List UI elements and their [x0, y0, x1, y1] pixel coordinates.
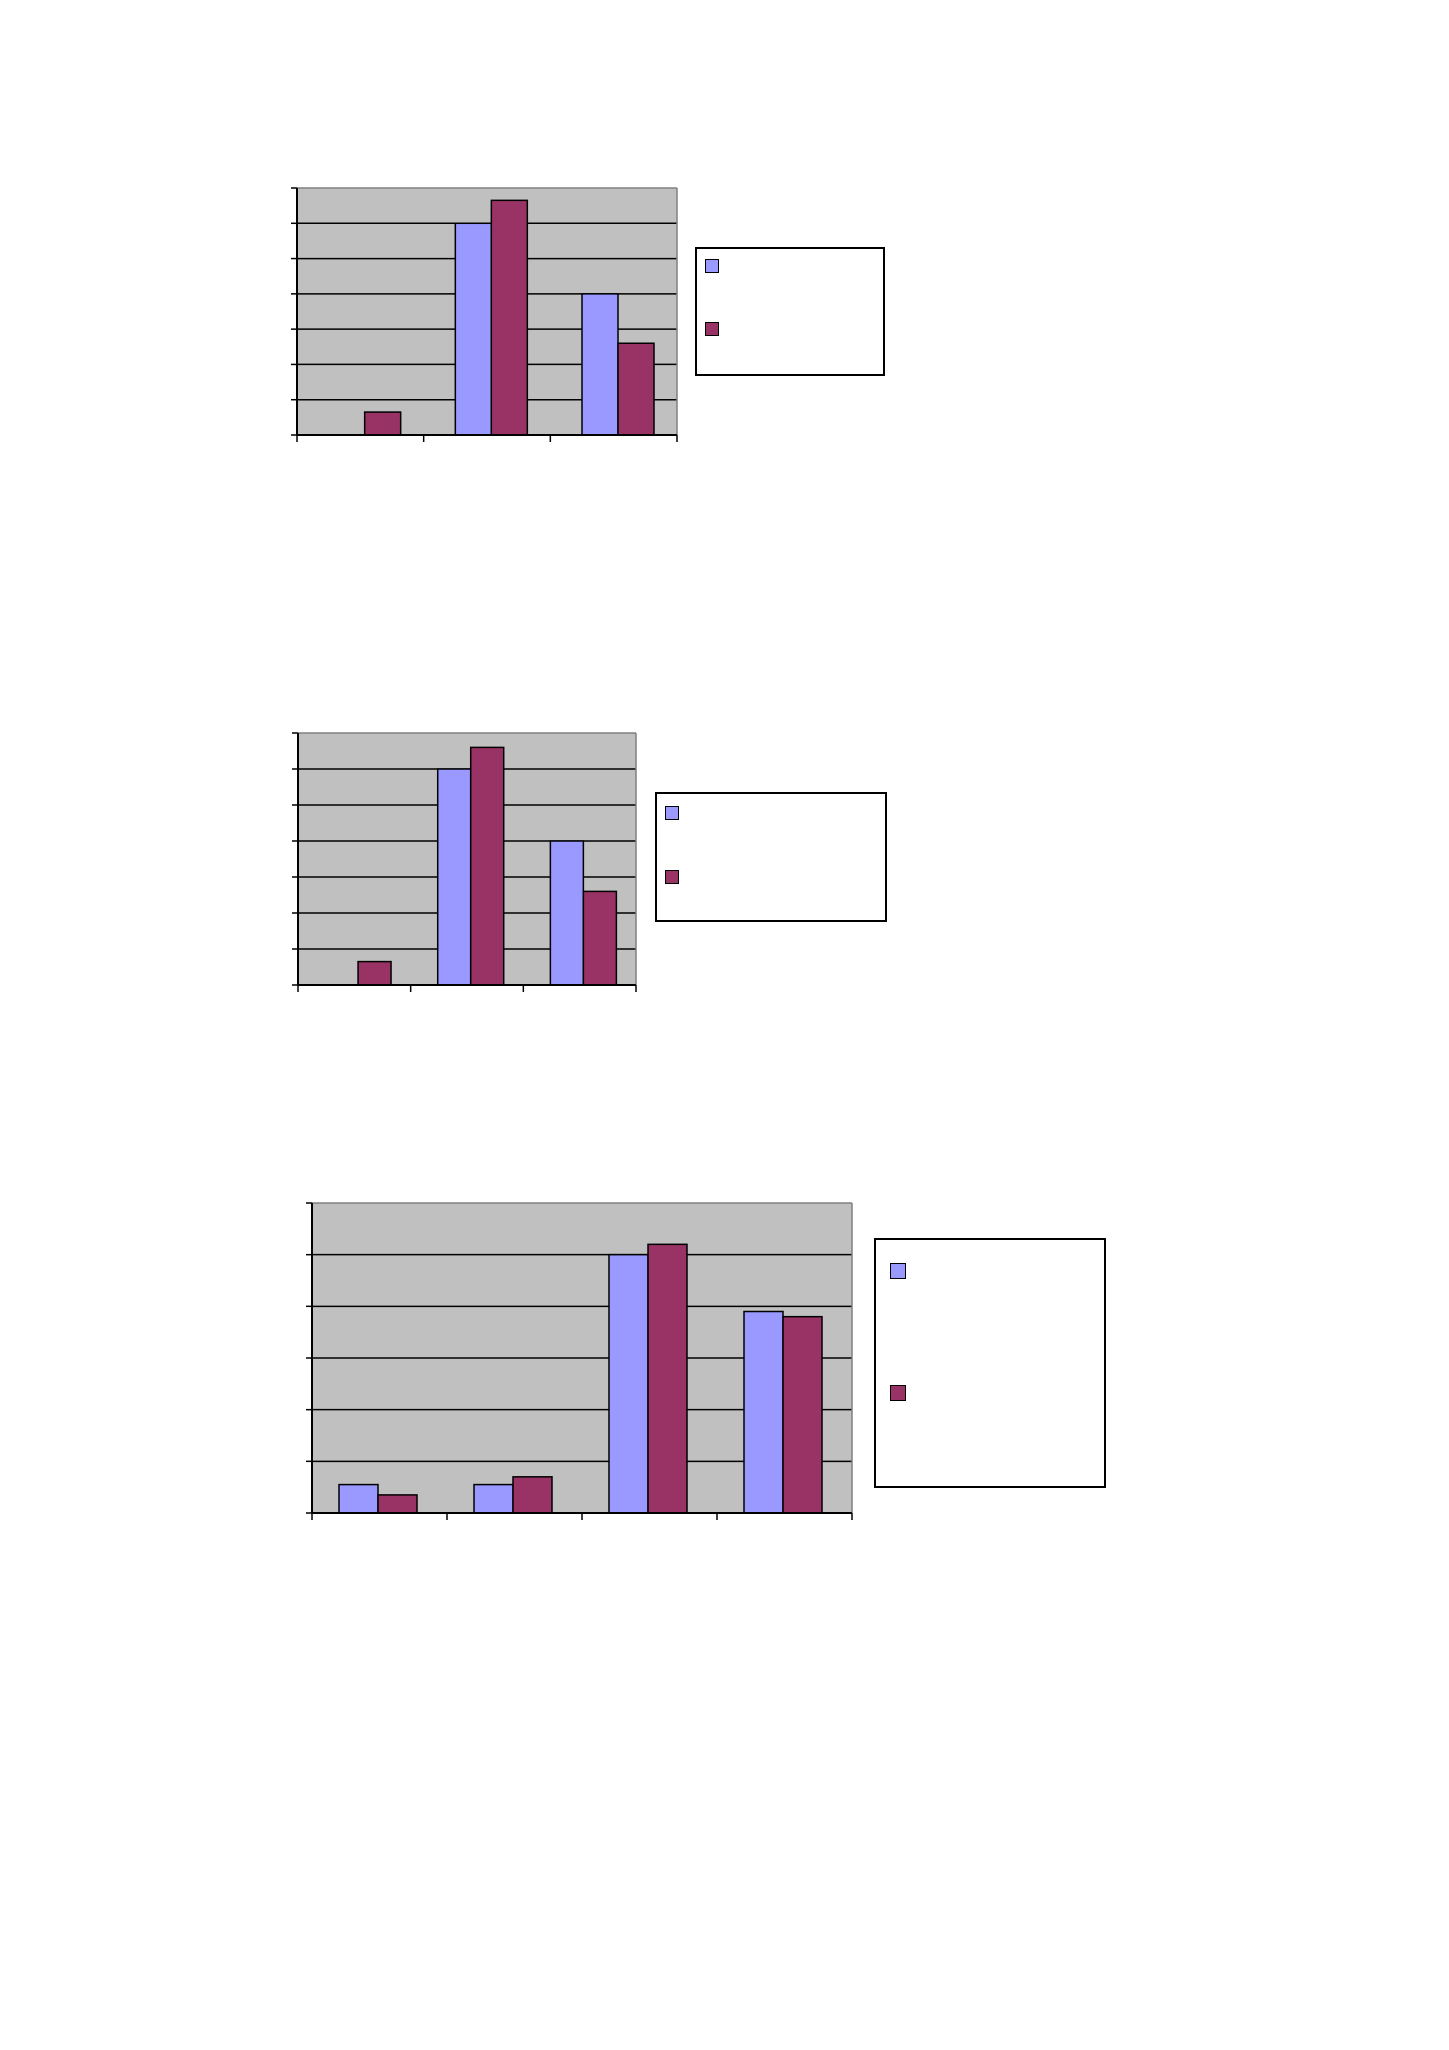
bar-series-2-cat-1	[363, 411, 402, 436]
bar-series-2-cat-3	[647, 1243, 688, 1514]
chart-2-legend-swatch-series-1	[665, 806, 679, 820]
chart-3-legend-swatch-series-1	[890, 1263, 906, 1279]
bar-chart-1	[291, 187, 678, 442]
bar-series-1-cat-3	[549, 840, 585, 986]
bar-series-2-cat-2	[512, 1476, 553, 1514]
bar-series-1-cat-2	[436, 768, 472, 986]
bar-series-2-cat-3	[582, 890, 618, 986]
bar-series-2-cat-1	[357, 960, 392, 986]
chart-1-legend-swatch-series-2	[705, 322, 719, 336]
bar-series-1-cat-2	[473, 1483, 514, 1514]
bar-series-1-cat-3	[581, 293, 619, 436]
bar-series-2-cat-2	[490, 199, 529, 436]
bar-series-1-cat-2	[454, 222, 493, 436]
bar-series-2-cat-4	[782, 1315, 823, 1514]
bar-series-2-cat-2	[469, 746, 505, 986]
chart-3-legend	[874, 1238, 1106, 1488]
bar-chart-3	[306, 1202, 853, 1520]
chart-1-legend	[695, 247, 885, 376]
chart-2-legend-swatch-series-2	[665, 870, 679, 884]
bar-chart-2	[292, 732, 637, 992]
chart-2-legend	[655, 792, 887, 922]
bar-series-2-cat-1	[377, 1494, 418, 1514]
bar-series-1-cat-1	[338, 1483, 379, 1514]
bar-series-1-cat-4	[743, 1310, 784, 1514]
bar-series-1-cat-3	[608, 1253, 649, 1514]
chart-3-legend-swatch-series-2	[890, 1385, 906, 1401]
bar-series-2-cat-3	[617, 342, 655, 436]
chart-1-legend-swatch-series-1	[705, 259, 719, 273]
